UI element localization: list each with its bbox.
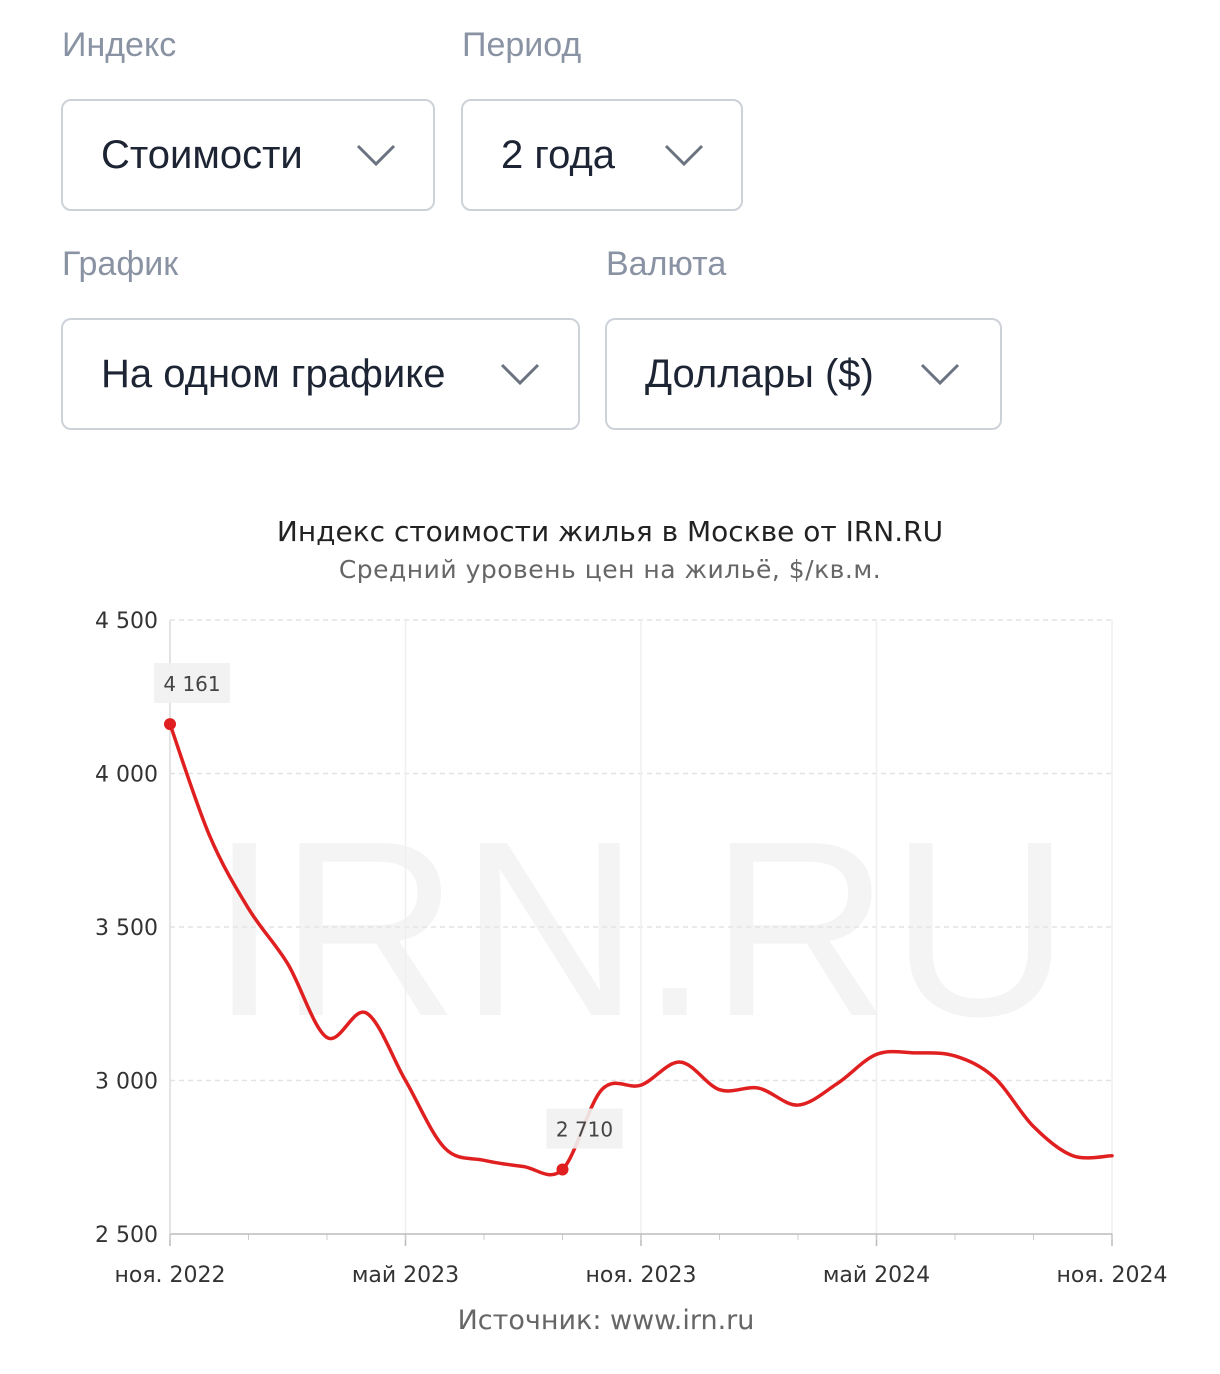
y-tick-label: 4 000: [95, 763, 158, 788]
series-line: [168, 722, 1114, 1177]
chart-mode-label: График: [62, 245, 179, 283]
chart-subtitle: Средний уровень цен на жильё, $/кв.м.: [338, 555, 882, 584]
chevron-down-icon: [356, 144, 396, 167]
x-tick-label: ноя. 2022: [114, 1263, 225, 1288]
period-select-value: 2 года: [501, 132, 616, 177]
index-select[interactable]: Стоимости: [61, 99, 435, 211]
chevron-down-icon: [500, 363, 540, 386]
y-tick-label: 3 000: [95, 1070, 158, 1095]
data-label-box: [546, 1108, 623, 1149]
x-tick-label: май 2024: [823, 1263, 930, 1288]
chart-source: Источник: www.irn.ru: [457, 1305, 755, 1336]
data-label-box: [154, 663, 230, 704]
period-label: Период: [462, 26, 582, 64]
chevron-down-icon: [920, 363, 960, 386]
data-label: 4 161: [163, 672, 220, 696]
x-tick-label: май 2023: [352, 1263, 459, 1288]
chart-mode-select-value: На одном графике: [101, 351, 446, 396]
chart-annotations: 4 161 2 710: [154, 663, 623, 1176]
currency-select-value: Доллары ($): [645, 351, 874, 396]
y-tick-label: 2 500: [95, 1223, 158, 1248]
data-point-marker: [556, 1163, 569, 1176]
chart-title: Индекс стоимости жилья в Москве от IRN.R…: [276, 515, 944, 548]
chevron-down-icon: [664, 144, 704, 167]
period-select[interactable]: 2 года: [461, 99, 743, 211]
y-tick-label: 4 500: [95, 609, 158, 634]
currency-label: Валюта: [606, 245, 727, 283]
x-tick-label: ноя. 2024: [1056, 1263, 1167, 1288]
data-label: 2 710: [556, 1118, 613, 1142]
index-select-value: Стоимости: [101, 132, 303, 177]
index-label: Индекс: [62, 26, 177, 64]
x-tick-label: ноя. 2023: [585, 1263, 696, 1288]
data-point-marker: [164, 718, 176, 731]
currency-select[interactable]: Доллары ($): [605, 318, 1002, 430]
chart-mode-select[interactable]: На одном графике: [61, 318, 580, 430]
y-tick-label: 3 500: [95, 916, 158, 941]
watermark: IRN.RU: [209, 789, 1070, 1068]
